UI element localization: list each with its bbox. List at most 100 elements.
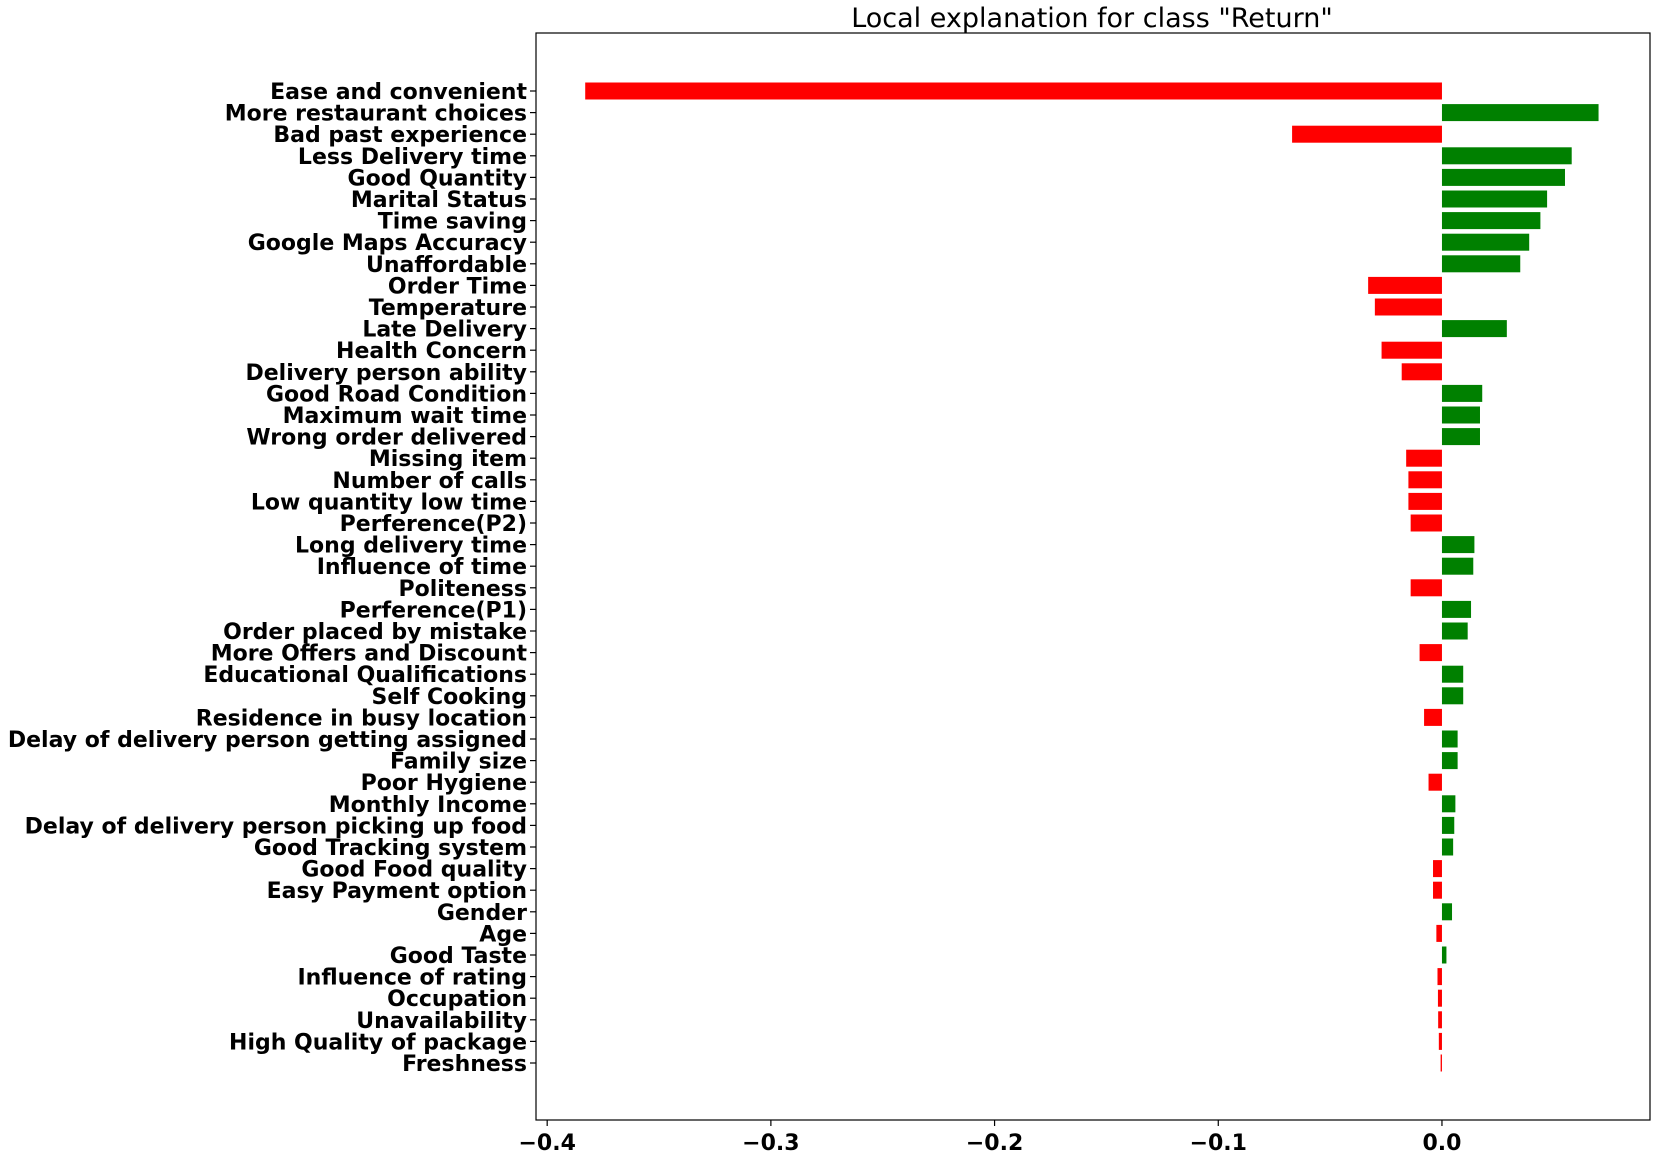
bar: [1381, 341, 1442, 359]
y-tick-label: Age: [479, 922, 527, 947]
y-tick-label: Maximum wait time: [283, 404, 527, 429]
y-tick-label: Order Time: [388, 274, 527, 299]
bar: [1441, 255, 1521, 273]
y-tick-label: Poor Hygiene: [361, 771, 527, 796]
y-tick-label: More restaurant choices: [225, 102, 527, 127]
y-tick-label: Monthly Income: [329, 793, 527, 818]
bar: [1424, 708, 1442, 726]
bar: [1408, 492, 1442, 510]
bar: [1374, 298, 1442, 316]
bar: [1433, 860, 1442, 878]
y-tick-label: More Offers and Discount: [211, 642, 528, 667]
y-tick-label: Freshness: [402, 1052, 527, 1077]
bar: [1441, 816, 1455, 834]
y-tick-label: Long delivery time: [295, 534, 527, 559]
y-tick-label: Influence of time: [317, 555, 527, 580]
plot-frame: [535, 32, 1651, 1121]
bar: [1437, 989, 1442, 1007]
bar: [1441, 428, 1480, 446]
bar: [1441, 730, 1458, 748]
x-tick-label: −0.4: [518, 1131, 575, 1154]
y-tick-label: Order placed by mistake: [223, 620, 527, 645]
y-tick-label: Less Delivery time: [298, 145, 527, 170]
bar: [1441, 384, 1483, 402]
bar: [1419, 644, 1442, 662]
chart-title: Local explanation for class "Return": [851, 3, 1333, 34]
bar: [1438, 1011, 1442, 1029]
bar: [1441, 320, 1507, 338]
y-tick-label: Unaffordable: [366, 253, 527, 278]
y-tick-label: Good Food quality: [301, 858, 527, 883]
bar: [1428, 773, 1442, 791]
y-tick-label: Wrong order delivered: [246, 426, 527, 451]
y-tick-label: Residence in busy location: [196, 706, 527, 731]
x-tick-label: 0.0: [1422, 1131, 1461, 1154]
y-tick-label: Good Tracking system: [254, 836, 527, 861]
bar: [1437, 968, 1442, 986]
y-tick-label: Marital Status: [351, 188, 527, 213]
y-tick-label: Delay of delivery person picking up food: [25, 814, 527, 839]
bar: [1441, 687, 1464, 705]
bar: [1441, 946, 1447, 964]
x-axis-ticks: −0.4 −0.3 −0.2 −0.1 0.0: [518, 90, 1461, 1154]
bar: [1441, 190, 1548, 208]
bar: [1410, 514, 1442, 532]
y-tick-label: Late Delivery: [362, 318, 527, 343]
y-tick-label: Occupation: [387, 987, 527, 1012]
y-tick-label: Number of calls: [332, 469, 527, 494]
bar: [1436, 924, 1442, 942]
bar: [1441, 536, 1475, 554]
y-tick-label: Politeness: [398, 577, 527, 602]
x-tick-label: −0.1: [1190, 1131, 1247, 1154]
bars-group: [585, 82, 1599, 1072]
bar: [1441, 406, 1480, 424]
y-tick-label: Time saving: [378, 210, 527, 235]
bar: [1410, 579, 1442, 597]
bar: [1441, 212, 1541, 230]
bar: [1441, 600, 1472, 618]
y-tick-label: Good Taste: [390, 944, 527, 969]
bar: [1441, 665, 1464, 683]
y-tick-label: Family size: [390, 750, 527, 775]
bar: [1433, 881, 1442, 899]
y-tick-label: Perference(P1): [340, 598, 527, 623]
y-tick-label: Good Road Condition: [266, 382, 527, 407]
bar: [1440, 1054, 1442, 1072]
y-tick-label: Google Maps Accuracy: [248, 231, 527, 256]
y-tick-label: Bad past experience: [273, 123, 527, 148]
y-tick-label: Educational Qualifications: [203, 663, 527, 688]
y-tick-label: Gender: [437, 901, 527, 926]
bar: [1441, 795, 1456, 813]
y-tick-label: Low quantity low time: [251, 490, 527, 515]
bar: [1368, 276, 1442, 294]
y-tick-label: Temperature: [369, 296, 527, 321]
y-tick-label: Influence of rating: [297, 966, 527, 991]
bar: [1441, 903, 1453, 921]
y-tick-label: Delay of delivery person getting assigne…: [8, 728, 527, 753]
y-tick-label: Good Quantity: [348, 166, 527, 191]
bar: [1441, 622, 1468, 640]
bar: [1441, 752, 1458, 770]
y-tick-label: Ease and convenient: [270, 80, 527, 105]
bar: [1441, 233, 1530, 251]
bar: [1406, 449, 1442, 467]
bar: [1401, 363, 1442, 381]
y-tick-label: Health Concern: [336, 339, 527, 364]
y-tick-label: Self Cooking: [372, 685, 528, 710]
bar: [1441, 557, 1474, 575]
y-tick-label: Unavailability: [356, 1009, 527, 1034]
y-tick-label: Perference(P2): [340, 512, 527, 537]
y-tick-label: Delivery person ability: [246, 361, 528, 386]
bar: [1441, 147, 1572, 165]
bar: [1438, 1032, 1442, 1050]
bar: [1441, 838, 1454, 856]
y-tick-label: Missing item: [369, 447, 527, 472]
x-tick-label: −0.2: [966, 1131, 1023, 1154]
bar: [1441, 168, 1565, 186]
y-tick-label: Easy Payment option: [267, 879, 527, 904]
bar: [1292, 125, 1442, 143]
y-tick-label: High Quality of package: [229, 1030, 527, 1055]
x-tick-label: −0.3: [742, 1131, 799, 1154]
